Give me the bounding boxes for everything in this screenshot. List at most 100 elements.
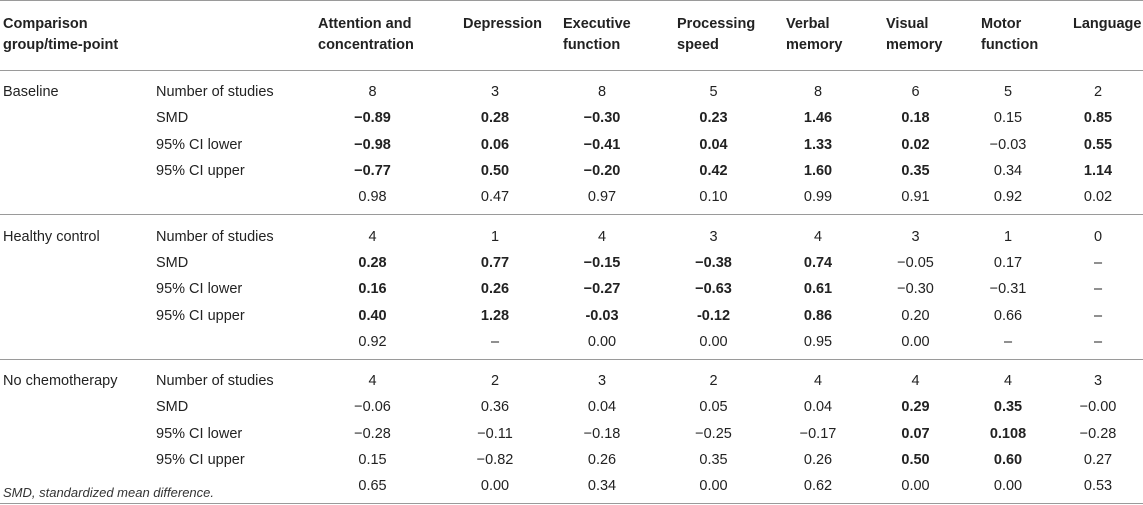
cell-executive: −0.27 [583,281,621,298]
cell-visual-memory: −0.05 [897,254,934,271]
cell-depression: 1.28 [480,307,510,324]
header-row: Comparison group/time-point Attention an… [0,0,1143,71]
group-name-empty [0,421,150,447]
header-executive: Executive function [545,0,659,71]
cell-executive: −0.20 [583,163,621,180]
cell-verbal-memory: 8 [813,84,823,101]
cell-depression: −0.82 [476,452,514,468]
header-group-label: Comparison group/time-point [0,0,150,71]
cell-attention: 4 [368,228,377,245]
cell-depression: 0.47 [445,184,545,216]
cell-processing: -0.12 [696,307,731,324]
cell-executive: 0.97 [545,184,659,216]
cell-visual-memory: 0.07 [901,425,930,442]
cell-language: 0.55 [1083,136,1113,153]
group-name-empty [0,132,150,158]
cell-visual-memory: 0.29 [901,399,930,416]
cell-verbal-memory: 1.60 [803,163,833,180]
cell-motor-function: 0.92 [963,184,1053,216]
row-label: Number of studies [156,84,274,101]
cell-attention: 0.16 [358,281,387,298]
cell-visual-memory: 0.18 [901,110,930,127]
group-name: No chemotherapy [3,373,118,390]
table-row: Healthy control Number of studies 4 1 4 3 4 3 1 0 [0,215,1143,250]
cell-processing: 0.00 [659,473,768,505]
table-row: 0.92–0.00 0.00 0.95 0.00– – [0,328,1143,360]
row-label: 95% CI upper [156,452,245,468]
row-label [150,328,300,360]
cell-executive: −0.41 [583,136,621,153]
cell-processing: 5 [709,84,718,101]
cell-executive: 8 [597,84,607,101]
cell-motor-function: 4 [1003,373,1013,390]
cell-language: 0.53 [1053,473,1143,505]
cell-visual-memory: 0.02 [901,136,930,153]
cell-processing: 0.05 [699,399,728,416]
table-header: Comparison group/time-point Attention an… [0,0,1143,71]
row-label: SMD [156,399,189,416]
cell-visual-memory: 0.35 [901,163,930,180]
group-name-empty [0,105,150,131]
header-processing: Processing speed [659,0,768,71]
header-processing-line2: speed [677,37,719,53]
cell-language: −0.28 [1079,425,1117,442]
table-row: SMD −0.06 0.36 0.04 0.05 0.04 0.29 0.35 −0.00 [0,394,1143,420]
cell-attention: 4 [368,373,377,390]
header-executive-line1: Executive [563,16,631,32]
cell-attention: 8 [368,84,377,101]
footnote: SMD, standardized mean difference. [3,485,214,500]
header-group-label-line1: Comparison [3,16,88,32]
cell-attention: 0.15 [358,452,387,468]
table-body: Baseline Number of studies 8 3 8 5 8 6 5 2 SMD −0.8… [0,71,1143,505]
row-label: SMD [156,110,189,127]
cell-language: 1.14 [1083,163,1113,180]
cell-visual-memory: 0.50 [901,452,930,468]
header-depression: Depression [445,0,545,71]
cell-attention: 0.40 [358,307,387,324]
group-name-empty [0,276,150,302]
row-label: Number of studies [156,228,274,245]
header-motor-line2: function [981,37,1039,53]
group-name-empty [0,447,150,473]
cell-language: −0.00 [1079,399,1117,416]
table-row: 95% CI upper 0.40 1.28 -0.03 -0.12 0.86 0.20 0.… [0,302,1143,328]
row-label [150,184,300,216]
group-name: Healthy control [3,228,100,245]
cell-executive: 3 [597,373,607,390]
table-row: 0.98 0.47 0.97 0.10 0.99 0.91 0.92 0.02 [0,184,1143,216]
cell-executive: −0.18 [583,425,621,442]
cell-depression: – [445,328,545,360]
cell-executive: −0.30 [583,110,621,127]
table-row: 95% CI upper −0.77 0.50 −0.20 0.42 1.60 0.35 0.… [0,158,1143,184]
cell-processing: 2 [709,373,718,390]
cell-executive: 0.34 [545,473,659,505]
row-label: 95% CI upper [156,307,245,324]
group-name-empty [0,394,150,420]
cell-executive: -0.03 [585,307,619,324]
cell-depression: 0.26 [480,281,510,298]
header-verbal-line1: Verbal [786,16,830,32]
cell-attention: −0.77 [354,163,391,180]
cell-language: 0.85 [1083,110,1113,127]
header-verbal-memory: Verbal memory [768,0,868,71]
header-attention: Attention and concentration [300,0,445,71]
table-row: Baseline Number of studies 8 3 8 5 8 6 5 2 [0,71,1143,106]
cell-language: 0.02 [1053,184,1143,216]
cell-executive: 4 [597,228,607,245]
cell-depression: −0.11 [477,425,513,442]
cell-visual-memory: 6 [911,84,920,101]
header-depression-line1: Depression [463,16,542,32]
cell-visual-memory: 0.00 [868,473,963,505]
cell-processing: 0.42 [699,163,728,180]
cell-visual-memory: 0.91 [868,184,963,216]
group-name-empty [0,158,150,184]
cell-motor-function: −0.31 [989,281,1027,298]
cell-motor-function: 0.00 [963,473,1053,505]
cell-language: – [1093,254,1103,271]
table-row: 95% CI lower 0.16 0.26 −0.27 −0.63 0.61 −0.30 −… [0,276,1143,302]
cell-processing: 3 [709,228,718,245]
cell-depression: 0.50 [480,163,510,180]
row-label: 95% CI lower [156,425,243,442]
